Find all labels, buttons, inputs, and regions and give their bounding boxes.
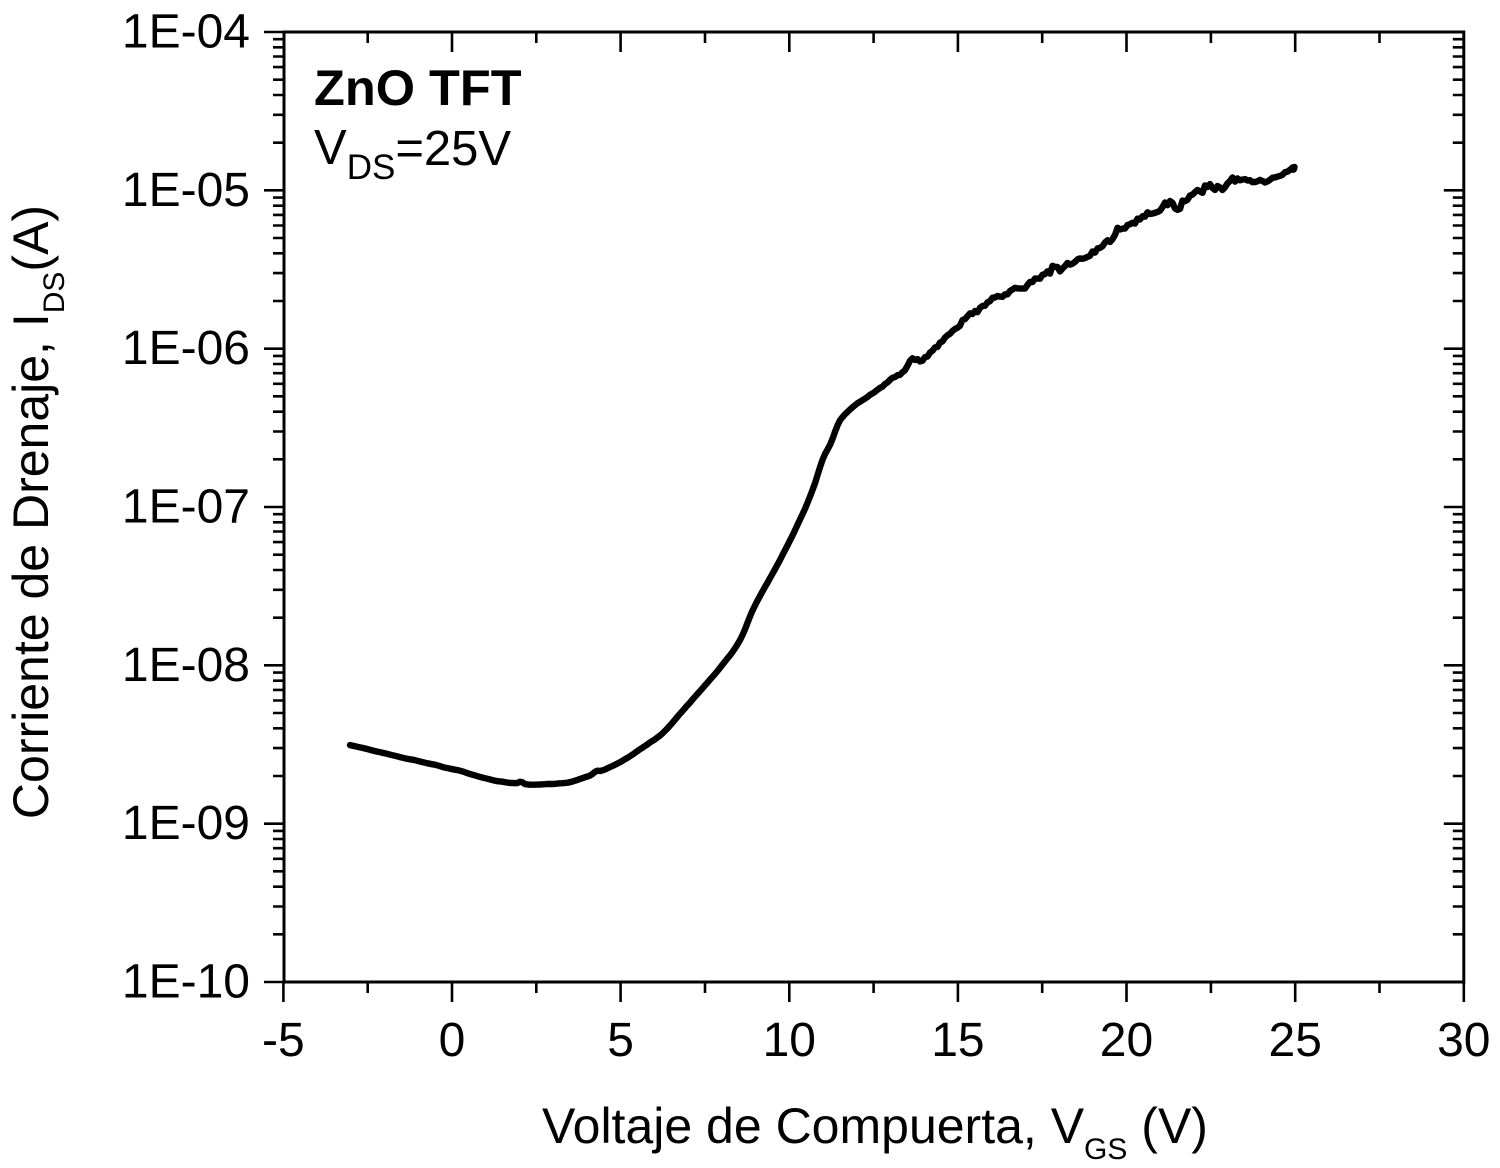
svg-text:20: 20 bbox=[1100, 1014, 1153, 1067]
svg-text:ZnO TFT: ZnO TFT bbox=[314, 59, 522, 116]
svg-text:1E-05: 1E-05 bbox=[122, 164, 250, 217]
svg-text:1E-06: 1E-06 bbox=[122, 322, 250, 375]
svg-text:-5: -5 bbox=[262, 1014, 305, 1067]
svg-text:1E-07: 1E-07 bbox=[122, 481, 250, 534]
svg-text:30: 30 bbox=[1437, 1014, 1490, 1067]
svg-text:10: 10 bbox=[763, 1014, 816, 1067]
svg-text:1E-10: 1E-10 bbox=[122, 956, 250, 1009]
svg-text:1E-04: 1E-04 bbox=[122, 6, 250, 59]
svg-text:1E-08: 1E-08 bbox=[122, 639, 250, 692]
svg-text:15: 15 bbox=[931, 1014, 984, 1067]
svg-text:25: 25 bbox=[1269, 1014, 1322, 1067]
svg-text:0: 0 bbox=[439, 1014, 466, 1067]
svg-text:1E-09: 1E-09 bbox=[122, 797, 250, 850]
svg-text:5: 5 bbox=[607, 1014, 634, 1067]
